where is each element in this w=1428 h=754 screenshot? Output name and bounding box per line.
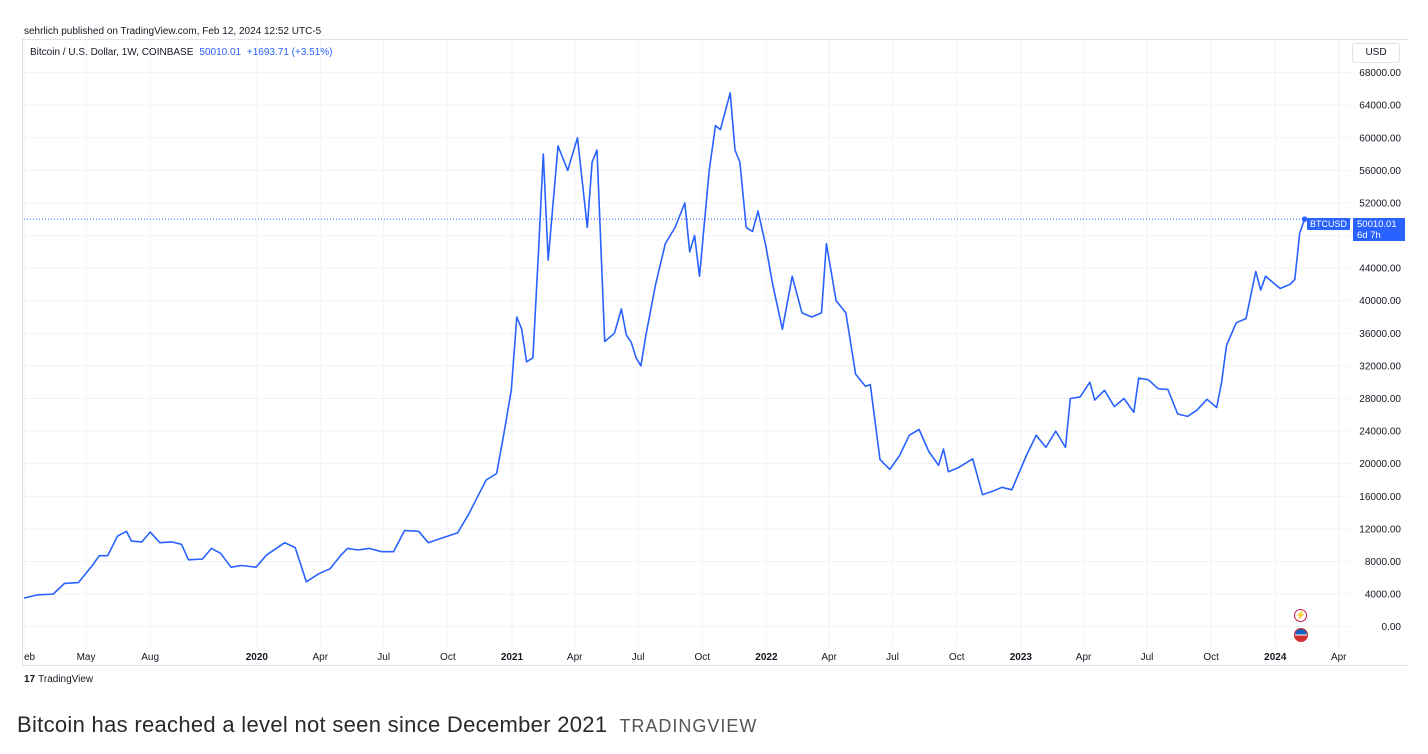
x-tick-label: 2022 [755,652,778,663]
y-tick-label: 44000.00 [1359,264,1401,275]
last-price-dot [1301,216,1308,222]
x-tick-label: Jul [377,652,390,663]
x-tick-label: Apr [821,652,837,663]
x-tick-label: 2024 [1264,652,1287,663]
legend-change: +1693.71 (+3.51%) [246,47,333,58]
y-tick-label: 0.00 [1382,622,1402,633]
y-tick-label: 56000.00 [1359,166,1401,177]
y-tick-label: 12000.00 [1359,524,1401,535]
last-price-value: 50010.01 [1357,219,1397,230]
x-tick-label: Oct [694,652,710,663]
y-tick-label: 52000.00 [1359,198,1401,209]
x-tick-label: Oct [440,652,456,663]
x-tick-label: 2023 [1010,652,1033,663]
y-tick-label: 60000.00 [1359,133,1401,144]
x-tick-label: eb [24,652,36,663]
y-tick-label: 24000.00 [1359,427,1401,438]
tradingview-logo-text: TradingView [38,674,94,685]
x-tick-label: May [77,652,96,663]
y-tick-label: 28000.00 [1359,394,1401,405]
x-tick-label: Apr [1331,652,1347,663]
flash-icon[interactable]: ⚡ [1294,609,1307,622]
x-tick-label: Jul [632,652,645,663]
y-tick-label: 16000.00 [1359,492,1401,503]
caption-text: Bitcoin has reached a level not seen sin… [17,712,608,737]
caption-source: TRADINGVIEW [619,716,758,736]
x-tick-label: Apr [312,652,328,663]
last-price-tag: 50010.01 6d 7h [1353,218,1405,241]
y-tick-label: 20000.00 [1359,459,1401,470]
x-axis: eb May Aug 2020 Apr Jul Oct 2021 Apr Jul Oct 2022 Ap… [24,652,1347,663]
x-tick-label: Aug [141,652,159,663]
y-tick-label: 8000.00 [1365,557,1402,568]
y-tick-label: 40000.00 [1359,296,1401,307]
symbol-description: Bitcoin / U.S. Dollar, 1W, COINBASE [30,47,194,58]
y-tick-label: 64000.00 [1359,101,1401,112]
currency-button[interactable]: USD [1352,43,1400,63]
x-tick-label: Jul [886,652,899,663]
x-tick-label: Apr [1076,652,1092,663]
y-tick-label: 32000.00 [1359,361,1401,372]
x-tick-label: Jul [1141,652,1154,663]
tradingview-logo-icon: 17 [24,674,36,685]
us-flag-icon[interactable] [1294,628,1308,642]
bar-countdown: 6d 7h [1357,230,1381,241]
y-tick-label: 68000.00 [1359,68,1401,79]
symbol-price-tag: BTCUSD [1307,218,1350,230]
x-tick-label: 2020 [246,652,269,663]
x-tick-label: 2021 [501,652,524,663]
symbol-legend[interactable]: Bitcoin / U.S. Dollar, 1W, COINBASE 50010… [30,47,333,58]
x-tick-label: Apr [567,652,583,663]
series-line-btcusd[interactable] [23,92,1306,599]
y-tick-label: 36000.00 [1359,329,1401,340]
tradingview-logo[interactable]: 17 TradingView [24,674,93,685]
y-axis: 0.00 4000.00 8000.00 12000.00 16000.00 20000.… [1359,68,1401,633]
legend-last-value: 50010.01 [199,47,242,58]
article-caption: Bitcoin has reached a level not seen sin… [17,712,757,738]
published-byline: sehrlich published on TradingView.com, F… [24,26,322,37]
x-tick-label: Oct [1203,652,1219,663]
x-tick-label: Oct [949,652,965,663]
chart-grid [23,40,1350,647]
chart-frame [22,39,1408,666]
y-tick-label: 4000.00 [1365,590,1402,601]
